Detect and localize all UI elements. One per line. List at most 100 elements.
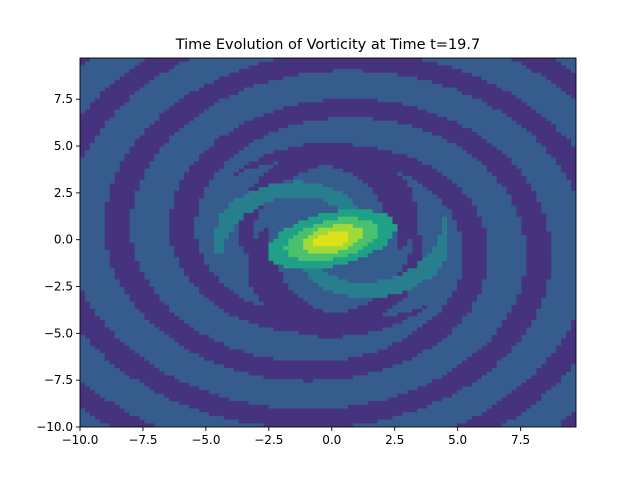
contour-cell — [204, 187, 250, 192]
contour-cell — [80, 224, 106, 229]
contour-cell — [213, 227, 235, 233]
contour-cell — [402, 264, 418, 269]
contour-cell — [204, 109, 275, 114]
contour-cell — [377, 194, 413, 199]
contour-cell — [80, 142, 91, 148]
contour-cell — [372, 220, 394, 225]
contour-cell — [184, 94, 230, 100]
contour-cell — [571, 367, 576, 373]
contour-cell — [89, 412, 131, 417]
contour-cell — [164, 331, 200, 336]
contour-cell — [412, 124, 463, 129]
contour-cell — [144, 356, 205, 362]
contour-cell — [99, 393, 165, 399]
contour-cell — [80, 327, 111, 332]
contour-cell — [323, 308, 349, 314]
contour-cell — [432, 379, 478, 384]
contour-cell — [551, 257, 576, 262]
contour-cell — [184, 172, 215, 177]
contour-cell — [139, 268, 185, 273]
contour-cell — [481, 375, 532, 380]
contour-cell — [392, 275, 433, 280]
contour-cell — [541, 205, 576, 210]
contour-cell — [521, 334, 567, 340]
contour-cell — [129, 235, 170, 240]
contour-cell — [332, 290, 403, 295]
contour-cell — [80, 179, 116, 185]
contour-cell — [303, 238, 314, 244]
contour-cell — [258, 187, 334, 192]
contour-cell — [461, 91, 513, 96]
contour-cell — [456, 87, 503, 92]
contour-cell — [268, 242, 289, 247]
contour-cell — [80, 260, 111, 266]
contour-cell — [561, 423, 576, 427]
contour-cell — [407, 290, 453, 295]
contour-cell — [412, 187, 428, 192]
contour-cell — [189, 91, 240, 96]
contour-cell — [144, 382, 190, 388]
contour-cell — [447, 231, 463, 236]
contour-cell — [129, 94, 185, 100]
contour-cell — [218, 216, 245, 221]
contour-cell — [80, 338, 91, 343]
contour-cell — [456, 423, 503, 427]
contour-cell — [377, 349, 423, 354]
contour-cell — [526, 238, 552, 244]
contour-cell — [427, 319, 463, 325]
contour-cell — [179, 401, 250, 406]
contour-cell — [556, 161, 576, 166]
contour-cell — [456, 283, 483, 288]
contour-cell — [144, 168, 190, 173]
contour-cell — [80, 253, 111, 258]
contour-cell — [253, 235, 260, 240]
contour-cell — [571, 327, 576, 332]
contour-cell — [80, 94, 101, 100]
contour-cell — [263, 113, 438, 118]
contour-cell — [228, 235, 240, 240]
contour-cell — [481, 216, 523, 221]
contour-cell — [189, 404, 270, 410]
contour-cell — [273, 150, 394, 155]
contour-cell — [223, 238, 240, 244]
contour-cell — [486, 275, 523, 280]
contour-cell — [288, 249, 309, 255]
contour-cell — [531, 375, 562, 380]
contour-cell — [397, 224, 418, 229]
contour-cell — [556, 128, 576, 133]
contour-cell — [466, 312, 508, 317]
contour-cell — [80, 342, 91, 347]
contour-cell — [134, 249, 175, 255]
contour-cell — [466, 194, 513, 199]
contour-cell — [447, 238, 463, 244]
contour-cell — [476, 131, 532, 137]
contour-cell — [263, 205, 339, 210]
y-tick-label: −5.0 — [44, 326, 73, 340]
contour-cell — [80, 220, 106, 225]
contour-cell — [129, 412, 210, 417]
contour-cell — [506, 190, 537, 196]
contour-cell — [541, 305, 576, 310]
contour-cell — [213, 246, 225, 251]
contour-cell — [218, 168, 240, 173]
contour-cell — [476, 349, 513, 354]
contour-cell — [456, 183, 503, 188]
contour-cell — [407, 260, 418, 266]
contour-cell — [184, 319, 250, 325]
contour-cell — [293, 290, 334, 295]
contour-cell — [511, 198, 537, 203]
contour-cell — [407, 294, 453, 299]
contour-cell — [442, 227, 448, 233]
contour-cell — [218, 212, 245, 218]
contour-cell — [531, 131, 562, 137]
contour-cell — [169, 238, 200, 244]
contour-cell — [442, 338, 493, 343]
contour-cell — [486, 268, 527, 273]
contour-cell — [80, 187, 111, 192]
contour-cell — [432, 401, 498, 406]
contour-cell — [159, 113, 200, 118]
contour-cell — [511, 345, 557, 351]
contour-cell — [169, 105, 210, 111]
contour-cell — [179, 260, 205, 266]
contour-cell — [546, 360, 576, 365]
